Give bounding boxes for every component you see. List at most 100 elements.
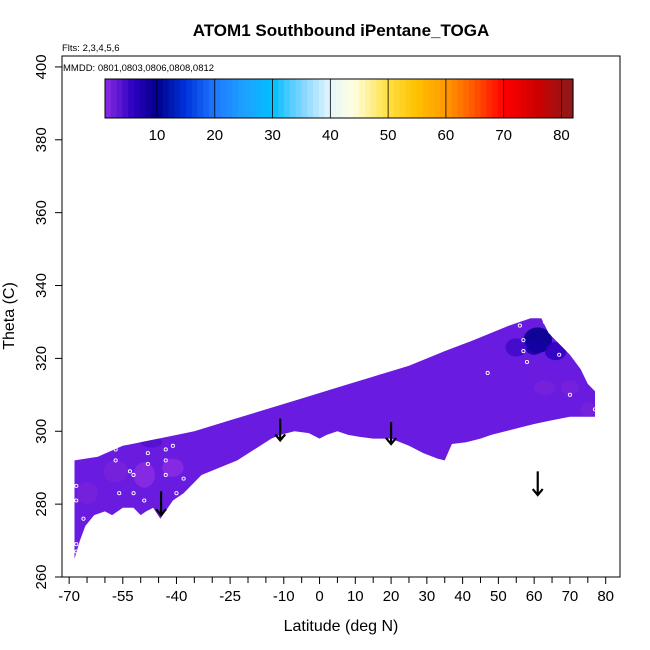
colorbar-cell <box>480 79 487 118</box>
colorbar-cell <box>209 79 216 118</box>
field-feature-2 <box>505 338 527 357</box>
sample-point <box>117 491 122 496</box>
sample-point <box>113 447 118 452</box>
colorbar-cell <box>139 79 147 118</box>
flights-annotation: Flts: 2,3,4,5,6 <box>62 43 120 54</box>
x-axis-label: Latitude (deg N) <box>284 618 399 635</box>
colorbar-cell <box>555 79 563 118</box>
colorbar-cell <box>457 79 464 118</box>
x-tick-label: 10 <box>347 588 364 605</box>
colorbar-cell <box>365 79 372 118</box>
x-tick-label: 80 <box>597 588 614 605</box>
chart-title: ATOM1 Southbound iPentane_TOGA <box>193 21 490 40</box>
colorbar-tick-label: 50 <box>380 127 397 144</box>
colorbar-cell <box>105 79 112 118</box>
sample-point <box>74 483 79 488</box>
x-tick-label: 70 <box>562 588 579 605</box>
sample-point <box>517 323 522 328</box>
y-axis-label: Theta (C) <box>1 282 18 350</box>
colorbar-cell <box>330 79 337 118</box>
field-feature-4 <box>534 380 556 395</box>
x-axis: -70 -55 -40 -25 -10 0 10 20 30 40 50 60 70 80 <box>58 577 614 605</box>
x-tick-label: 60 <box>526 588 543 605</box>
colorbar-cell <box>226 79 233 118</box>
colorbar-cell <box>243 79 251 118</box>
y-axis: 260 280 300 320 340 360 380 400 <box>33 54 62 590</box>
colorbar-cell <box>434 79 441 118</box>
colorbar-cell <box>405 79 412 118</box>
field-feature-3 <box>544 342 567 361</box>
sample-point <box>170 443 175 448</box>
colorbar-cell <box>497 79 505 118</box>
colorbar-tick-label: 80 <box>553 127 570 144</box>
colorbar-frame <box>104 78 574 119</box>
colorbar-tick-label: 70 <box>495 127 512 144</box>
y-tick-label: 380 <box>33 127 50 152</box>
colorbar-cell <box>474 79 482 118</box>
colorbar-cell <box>469 79 476 118</box>
colorbar-cell <box>122 79 129 118</box>
colorbar-cell <box>318 79 326 118</box>
sample-point <box>163 458 168 463</box>
sample-point <box>174 491 179 496</box>
colorbar: 10 20 30 40 50 60 70 80 <box>104 78 574 144</box>
colorbar-cell <box>428 79 435 118</box>
theta-field-area <box>74 318 595 559</box>
sample-point <box>524 359 530 365</box>
colorbar-cell <box>382 79 389 118</box>
x-tick-label: 50 <box>490 588 507 605</box>
colorbar-cell <box>347 79 355 118</box>
sample-point <box>592 378 598 383</box>
sample-point <box>592 407 598 412</box>
colorbar-cell <box>145 79 152 118</box>
colorbar-cell <box>261 79 268 118</box>
arrow-markers <box>155 418 544 517</box>
colorbar-cell <box>492 79 499 118</box>
colorbar-cell <box>307 79 314 118</box>
colorbar-tick-label: 20 <box>206 127 223 144</box>
x-tick-label: 20 <box>383 588 400 605</box>
colorbar-cell <box>278 79 285 118</box>
colorbar-cell <box>359 79 366 118</box>
colorbar-cell <box>445 79 453 118</box>
arrow-head <box>274 433 287 443</box>
colorbar-cell <box>197 79 204 118</box>
colorbar-cells <box>105 79 574 118</box>
colorbar-cell <box>162 79 170 118</box>
colorbar-cell <box>538 79 545 118</box>
colorbar-cell <box>133 79 141 118</box>
y-tick-label: 360 <box>33 200 50 225</box>
field-feature-7 <box>133 462 155 488</box>
sample-point <box>131 472 136 478</box>
colorbar-cell <box>266 79 274 118</box>
colorbar-tick-label: 10 <box>149 127 166 144</box>
y-tick-label: 340 <box>33 273 50 298</box>
colorbar-tick-label: 40 <box>322 127 339 144</box>
colorbar-cell <box>503 79 511 118</box>
colorbar-cell <box>191 79 199 118</box>
colorbar-cell <box>422 79 430 118</box>
y-tick-label: 400 <box>33 54 50 79</box>
sample-point <box>145 462 150 467</box>
colorbar-cell <box>486 79 493 118</box>
colorbar-cell <box>289 79 297 118</box>
colorbar-cell <box>515 79 522 118</box>
sample-point <box>557 352 562 357</box>
colorbar-cell <box>376 79 383 118</box>
sample-point <box>127 469 133 474</box>
colorbar-cell <box>370 79 378 118</box>
colorbar-cell <box>157 79 164 118</box>
colorbar-cell <box>174 79 181 118</box>
colorbar-cell <box>272 79 279 118</box>
sample-point <box>542 319 547 325</box>
x-tick-label: 40 <box>454 588 471 605</box>
x-tick-label: -55 <box>112 588 134 605</box>
field-feature-1 <box>525 340 544 355</box>
colorbar-cell <box>214 79 222 118</box>
arrow-marker-1 <box>274 418 287 443</box>
colorbar-cell <box>116 79 123 118</box>
y-tick-label: 300 <box>33 419 50 444</box>
sample-point <box>485 370 490 376</box>
colorbar-cell <box>313 79 320 118</box>
colorbar-cell <box>549 79 557 118</box>
